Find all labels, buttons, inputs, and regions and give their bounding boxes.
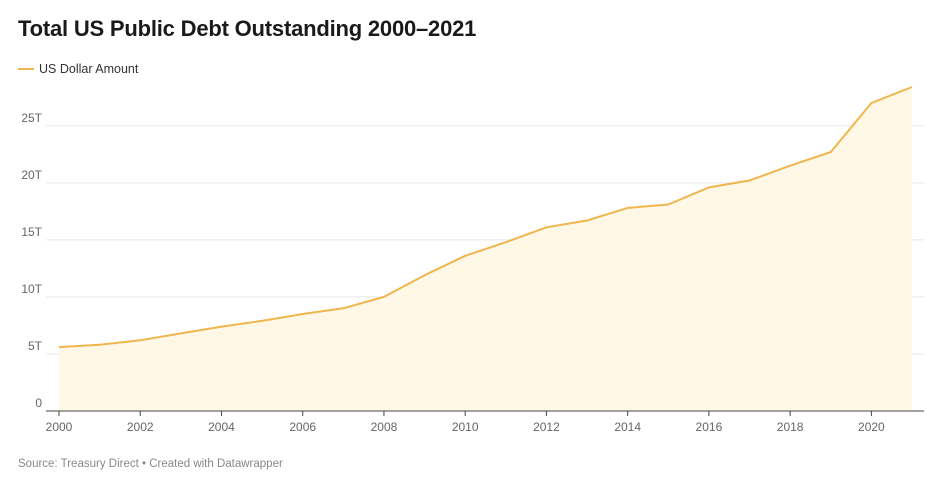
x-tick-label-2014: 2014 xyxy=(614,420,641,434)
data-point-2016 xyxy=(706,185,711,190)
x-tick-label-2002: 2002 xyxy=(127,420,154,434)
x-tick-label-2008: 2008 xyxy=(371,420,398,434)
x-tick-label-2018: 2018 xyxy=(777,420,804,434)
legend-swatch xyxy=(18,68,34,70)
x-tick-label-2006: 2006 xyxy=(289,420,316,434)
data-point-2017 xyxy=(747,178,752,183)
data-point-2011 xyxy=(503,240,508,245)
data-point-2013 xyxy=(585,218,590,223)
data-point-2008 xyxy=(381,294,386,299)
source-note: Source: Treasury Direct • Created with D… xyxy=(18,458,283,470)
data-point-2004 xyxy=(219,324,224,329)
y-tick-label-1: 5T xyxy=(28,339,43,353)
data-point-2012 xyxy=(544,225,549,230)
legend: US Dollar Amount xyxy=(18,62,138,76)
data-point-2006 xyxy=(300,312,305,317)
y-tick-label-2: 10T xyxy=(21,282,42,296)
data-point-2019 xyxy=(828,150,833,155)
data-point-2021 xyxy=(910,85,915,90)
y-tick-label-0: 0 xyxy=(35,396,42,410)
data-point-2010 xyxy=(463,253,468,258)
chart-title: Total US Public Debt Outstanding 2000–20… xyxy=(18,16,477,41)
x-tick-label-2000: 2000 xyxy=(46,420,73,434)
data-point-2007 xyxy=(341,306,346,311)
area-layer xyxy=(57,85,915,411)
x-tick-label-2012: 2012 xyxy=(533,420,560,434)
x-tick-label-2010: 2010 xyxy=(452,420,479,434)
x-tick-label-2004: 2004 xyxy=(208,420,235,434)
data-point-2001 xyxy=(97,342,102,347)
data-point-2014 xyxy=(625,205,630,210)
x-tick-label-2020: 2020 xyxy=(858,420,885,434)
data-point-2015 xyxy=(666,202,671,207)
legend-label: US Dollar Amount xyxy=(39,62,139,76)
x-tick-label-2016: 2016 xyxy=(696,420,723,434)
data-point-2020 xyxy=(869,100,874,105)
data-point-2018 xyxy=(788,163,793,168)
data-point-2003 xyxy=(178,331,183,336)
y-tick-label-3: 15T xyxy=(21,225,42,239)
y-tick-label-5: 25T xyxy=(21,111,42,125)
data-point-2002 xyxy=(138,338,143,343)
y-tick-label-4: 20T xyxy=(21,168,42,182)
series-line-us-dollar-amount xyxy=(58,86,913,349)
data-point-2009 xyxy=(422,273,427,278)
data-point-2000 xyxy=(57,345,62,350)
tick-layer: 0 5T 10T 15T 20T 25T 2000 2002 2004 2006 2008 2010 2… xyxy=(21,111,885,434)
data-point-2005 xyxy=(260,318,265,323)
